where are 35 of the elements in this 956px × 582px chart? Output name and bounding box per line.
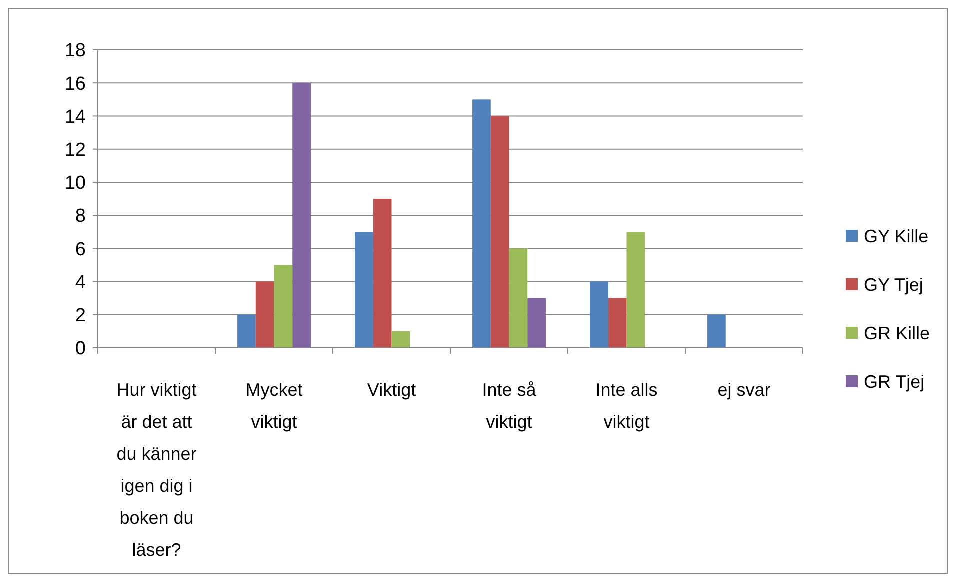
bar [373, 199, 392, 348]
y-tick-label: 6 [75, 239, 86, 260]
y-tick-label: 8 [75, 206, 86, 228]
bar [256, 282, 274, 348]
x-tick-label: Hur viktigt är det att du känner igen dig i boken du läser? [116, 380, 197, 560]
y-tick-label: 14 [64, 106, 86, 128]
y-tick-label: 2 [75, 306, 86, 327]
legend-label: GR Kille [864, 323, 930, 344]
legend-label: GY Kille [864, 226, 929, 246]
legend-label: GR Tjej [864, 372, 925, 392]
x-tick-label: Viktigt [367, 380, 416, 400]
bar [292, 83, 311, 348]
bar [472, 100, 491, 348]
y-tick-label: 4 [75, 272, 86, 294]
bar [238, 314, 256, 348]
bar [590, 282, 608, 348]
bar [708, 314, 726, 348]
bar [355, 232, 374, 348]
bar [528, 298, 546, 348]
y-tick-label: 12 [64, 140, 86, 161]
x-tick-label: Mycket viktigt [246, 380, 303, 432]
y-tick-label: 18 [64, 40, 86, 62]
bar [626, 232, 646, 348]
x-tick-label: ej svar [718, 380, 771, 400]
y-tick-label: 10 [64, 173, 86, 194]
y-tick-label: 0 [75, 338, 86, 360]
y-tick-label: 16 [64, 74, 86, 95]
bar [608, 298, 627, 348]
bar [274, 265, 293, 348]
legend-label: GY Tjej [864, 274, 924, 295]
bar [509, 248, 528, 348]
x-tick-label: Inte alls viktigt [596, 380, 658, 432]
bar [392, 331, 410, 348]
x-tick-label: Inte så viktigt [482, 380, 538, 432]
bar [490, 116, 510, 348]
